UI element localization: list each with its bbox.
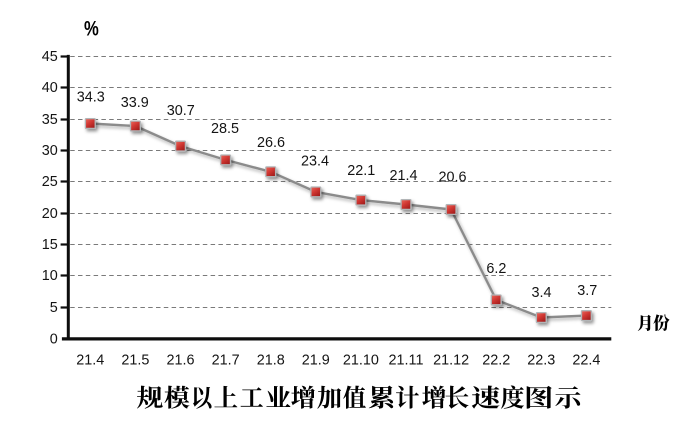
svg-text:3.7: 3.7 (577, 283, 597, 299)
svg-text:21.9: 21.9 (302, 352, 330, 368)
svg-text:30.7: 30.7 (167, 103, 195, 119)
svg-text:45: 45 (42, 49, 58, 65)
svg-text:21.7: 21.7 (212, 352, 240, 368)
svg-text:26.6: 26.6 (257, 135, 285, 151)
svg-text:21.12: 21.12 (433, 352, 469, 368)
svg-text:20: 20 (42, 206, 58, 222)
svg-text:21.5: 21.5 (121, 352, 149, 368)
svg-text:35: 35 (42, 112, 58, 128)
svg-text:10: 10 (42, 268, 58, 284)
svg-text:21.8: 21.8 (257, 352, 285, 368)
svg-text:34.3: 34.3 (77, 90, 105, 106)
svg-text:40: 40 (42, 80, 58, 96)
svg-text:0: 0 (50, 332, 58, 348)
svg-text:21.6: 21.6 (166, 352, 194, 368)
svg-text:21.11: 21.11 (389, 352, 424, 368)
svg-text:22.1: 22.1 (347, 163, 375, 179)
svg-text:21.4: 21.4 (76, 352, 104, 368)
svg-text:30: 30 (42, 143, 58, 159)
svg-text:23.4: 23.4 (301, 154, 329, 170)
svg-text:21.10: 21.10 (343, 352, 379, 368)
svg-text:5: 5 (50, 300, 58, 316)
svg-text:28.5: 28.5 (211, 121, 239, 137)
svg-text:22.4: 22.4 (572, 352, 600, 368)
svg-text:22.2: 22.2 (482, 352, 510, 368)
svg-text:33.9: 33.9 (121, 95, 149, 111)
svg-text:20.6: 20.6 (438, 170, 466, 186)
svg-text:25: 25 (42, 174, 58, 190)
svg-text:%: % (84, 17, 99, 40)
svg-text:22.3: 22.3 (527, 352, 555, 368)
svg-text:6.2: 6.2 (486, 261, 506, 277)
svg-text:3.4: 3.4 (531, 285, 551, 301)
svg-text:15: 15 (42, 237, 58, 253)
svg-text:21.4: 21.4 (389, 168, 417, 184)
